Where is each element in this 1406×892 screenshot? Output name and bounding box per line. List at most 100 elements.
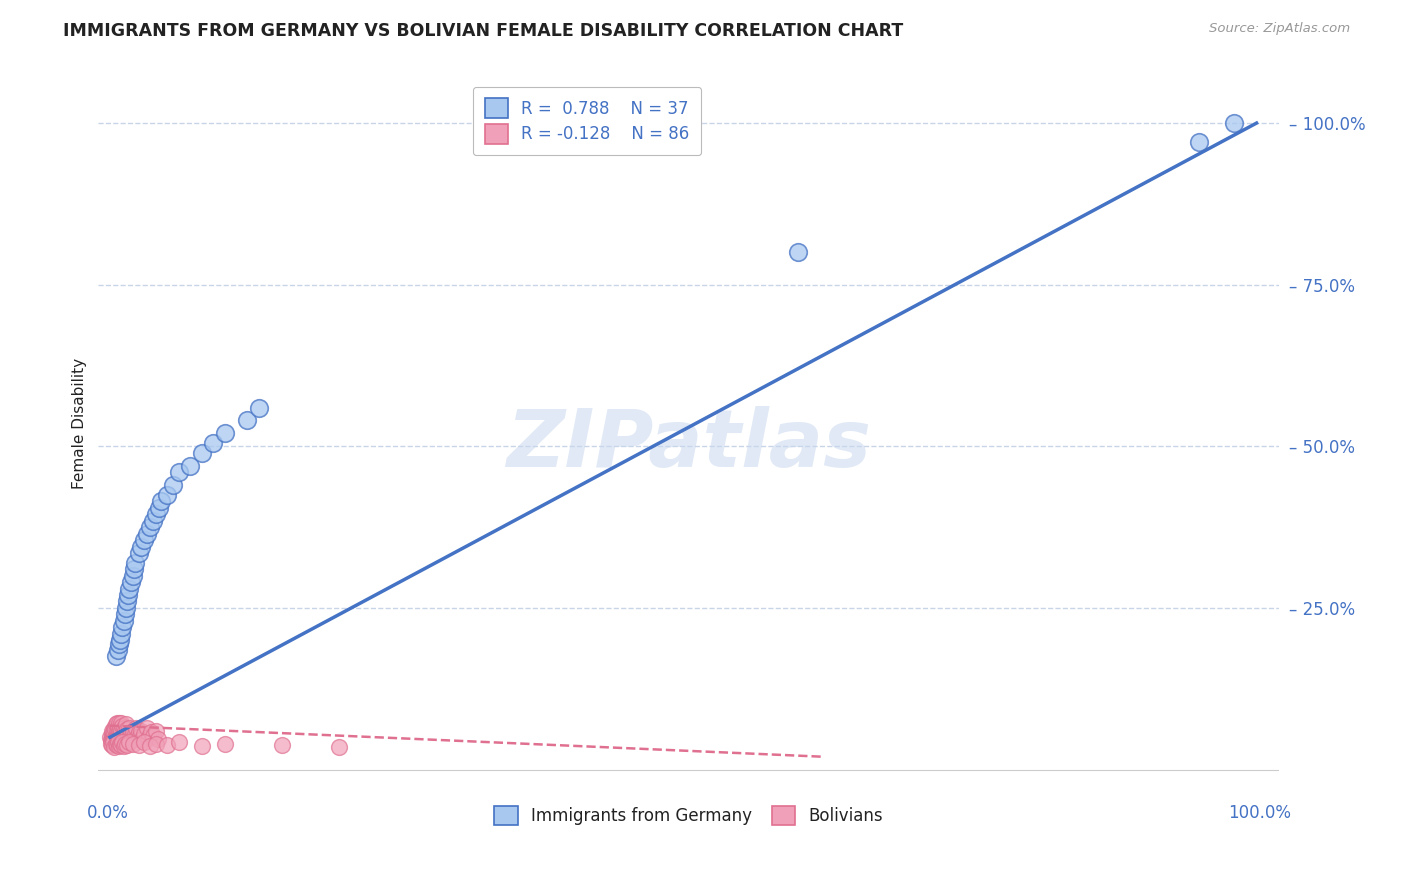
Point — [100, 727, 122, 741]
Text: Source: ZipAtlas.com: Source: ZipAtlas.com — [1209, 22, 1350, 36]
Point — [127, 731, 149, 745]
Point — [112, 739, 135, 754]
Point — [110, 731, 132, 746]
Point — [124, 727, 146, 741]
Point — [1222, 116, 1244, 130]
Point — [150, 494, 173, 508]
Point — [104, 649, 127, 664]
Point — [120, 725, 142, 739]
Point — [214, 426, 236, 441]
Point — [129, 723, 152, 738]
Point — [202, 436, 225, 450]
Point — [167, 735, 190, 749]
Point — [103, 727, 125, 741]
Point — [328, 739, 350, 754]
Point — [128, 725, 150, 739]
Point — [128, 729, 150, 743]
Point — [134, 533, 156, 547]
Point — [103, 721, 125, 735]
Text: 100.0%: 100.0% — [1229, 805, 1291, 822]
Point — [270, 738, 292, 752]
Point — [179, 458, 201, 473]
Point — [107, 735, 129, 749]
Point — [247, 401, 270, 415]
Point — [103, 735, 125, 749]
Point — [121, 723, 143, 738]
Point — [124, 556, 146, 570]
Point — [145, 507, 167, 521]
Point — [112, 727, 135, 741]
Point — [100, 731, 122, 745]
Point — [236, 413, 259, 427]
Point — [100, 737, 122, 751]
Point — [105, 716, 128, 731]
Point — [118, 582, 141, 596]
Point — [111, 620, 134, 634]
Point — [190, 739, 212, 754]
Text: IMMIGRANTS FROM GERMANY VS BOLIVIAN FEMALE DISABILITY CORRELATION CHART: IMMIGRANTS FROM GERMANY VS BOLIVIAN FEMA… — [63, 22, 904, 40]
Point — [114, 607, 136, 622]
Point — [134, 727, 156, 741]
Point — [111, 735, 134, 749]
Point — [138, 731, 160, 745]
Point — [145, 737, 167, 751]
Point — [135, 721, 157, 735]
Point — [156, 488, 179, 502]
Point — [1188, 136, 1211, 150]
Point — [117, 588, 139, 602]
Point — [214, 737, 236, 751]
Point — [115, 717, 138, 731]
Point — [167, 465, 190, 479]
Point — [107, 727, 129, 741]
Point — [141, 725, 163, 739]
Point — [108, 731, 131, 745]
Point — [110, 738, 132, 752]
Point — [108, 633, 131, 648]
Point — [139, 739, 162, 754]
Point — [114, 731, 136, 746]
Point — [121, 729, 143, 743]
Point — [134, 735, 156, 749]
Point — [129, 540, 152, 554]
Point — [101, 723, 124, 738]
Point — [108, 727, 131, 741]
Point — [112, 721, 135, 735]
Point — [786, 245, 808, 260]
Point — [103, 735, 125, 749]
Point — [115, 733, 138, 747]
Text: 0.0%: 0.0% — [87, 805, 128, 822]
Point — [103, 731, 125, 746]
Point — [108, 716, 131, 731]
Point — [110, 627, 132, 641]
Point — [103, 739, 125, 754]
Point — [107, 721, 129, 735]
Point — [145, 723, 167, 738]
Point — [110, 716, 132, 731]
Point — [105, 731, 128, 745]
Point — [107, 643, 129, 657]
Point — [115, 723, 138, 737]
Point — [101, 729, 124, 743]
Point — [105, 733, 128, 747]
Point — [104, 731, 127, 745]
Legend: Immigrants from Germany, Bolivians: Immigrants from Germany, Bolivians — [481, 792, 897, 838]
Point — [108, 737, 131, 751]
Point — [117, 727, 139, 741]
Point — [115, 738, 138, 752]
Point — [117, 731, 139, 746]
Point — [104, 717, 127, 731]
Point — [108, 739, 131, 754]
Point — [115, 601, 138, 615]
Point — [125, 721, 148, 735]
Point — [101, 731, 124, 746]
Point — [100, 733, 122, 747]
Point — [108, 723, 131, 738]
Point — [114, 723, 136, 738]
Point — [103, 725, 125, 739]
Point — [128, 546, 150, 560]
Point — [121, 568, 143, 582]
Point — [118, 721, 141, 735]
Y-axis label: Female Disability: Female Disability — [72, 358, 87, 490]
Point — [128, 738, 150, 752]
Point — [135, 526, 157, 541]
